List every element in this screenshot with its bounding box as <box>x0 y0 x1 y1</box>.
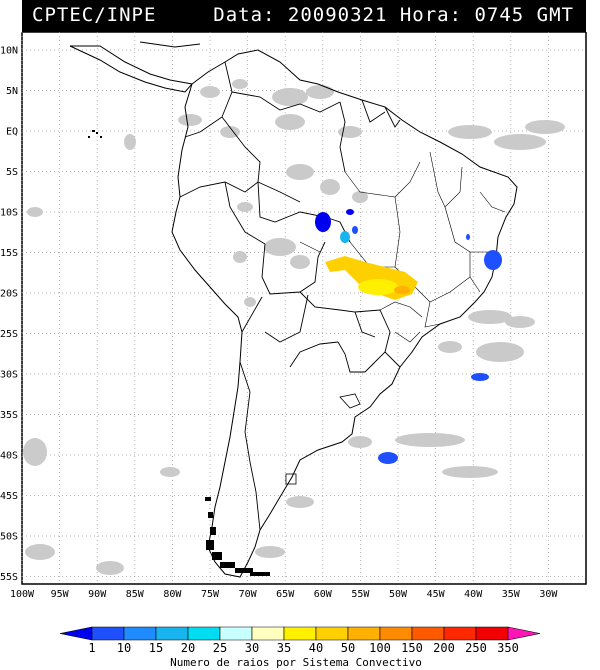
legend-value-label: 15 <box>149 641 163 655</box>
legend-swatch <box>507 626 541 641</box>
legend-title: Numero de raios por Sistema Convectivo <box>170 656 422 669</box>
patagonia-fjords <box>205 497 270 576</box>
lightning-cell-cyan <box>340 231 350 243</box>
lat-tick-label: 45S <box>0 491 18 502</box>
legend-swatch <box>251 626 285 641</box>
legend-value-label: 150 <box>401 641 423 655</box>
legend-swatch <box>347 626 381 641</box>
lon-tick-label: 30W <box>539 589 558 600</box>
legend-value-label: 30 <box>245 641 259 655</box>
map-header: CPTEC/INPE Data: 20090321 Hora: 0745 GMT <box>22 0 586 32</box>
map-title: CPTEC/INPE <box>32 4 157 26</box>
lightning-cell-blue <box>471 373 489 381</box>
legend-value-label: 40 <box>309 641 323 655</box>
legend-value-label: 25 <box>213 641 227 655</box>
cloud-cover <box>23 79 565 575</box>
lon-tick-label: 95W <box>51 589 70 600</box>
legend-value-label: 100 <box>369 641 391 655</box>
lightning-cell-blue <box>378 452 398 464</box>
legend-swatch <box>411 626 445 641</box>
lon-tick-label: 65W <box>276 589 295 600</box>
lat-tick-label: 35S <box>0 410 18 421</box>
lightning-map: 10N5NEQ5S10S15S20S25S30S35S40S45S50S55S … <box>0 32 587 600</box>
lon-tick-label: 75W <box>201 589 220 600</box>
map-datetime: Data: 20090321 Hora: 0745 GMT <box>213 4 574 26</box>
lon-tick-label: 80W <box>163 589 182 600</box>
country-borders <box>179 61 401 531</box>
legend-swatch <box>443 626 477 641</box>
legend-swatch <box>475 626 509 641</box>
lat-tick-label: 30S <box>0 370 18 381</box>
lightning-cell-blue <box>484 250 502 270</box>
state-borders <box>299 151 506 343</box>
legend-value-label: 200 <box>433 641 455 655</box>
legend-value-label: 250 <box>465 641 487 655</box>
lat-tick-label: 5S <box>6 167 18 178</box>
legend-swatch <box>59 626 93 641</box>
latitude-labels: 10N 5N EQ 5S 10S 15S 20S 25S 30S 35S 40S 45S 50S 55S <box>0 46 18 584</box>
legend-swatch <box>283 626 317 641</box>
lon-tick-label: 85W <box>126 589 145 600</box>
lon-tick-label: 90W <box>88 589 107 600</box>
lat-tick-label: 20S <box>0 289 18 300</box>
south-america-outline <box>171 49 518 578</box>
lon-tick-label: 40W <box>464 589 483 600</box>
legend-swatch <box>187 626 221 641</box>
lat-tick-label: 50S <box>0 532 18 543</box>
legend-colorbar <box>59 626 541 641</box>
legend-swatch <box>315 626 349 641</box>
color-legend: 1 10 15 20 25 30 35 40 50 100 150 200 250 350 Numero … <box>59 626 541 669</box>
lat-tick-label: 55S <box>0 572 18 583</box>
lightning-cell-blue <box>315 212 331 232</box>
legend-swatch <box>155 626 189 641</box>
lightning-cell-blue <box>466 234 470 240</box>
lon-tick-label: 35W <box>502 589 521 600</box>
lat-tick-label: 40S <box>0 451 18 462</box>
coastlines <box>69 41 518 578</box>
lightning-cell-orange <box>394 286 410 294</box>
lon-tick-label: 100W <box>10 589 35 600</box>
lightning-cell-blue <box>352 226 358 234</box>
legend-swatch <box>219 626 253 641</box>
legend-value-label: 1 <box>88 641 95 655</box>
lightning-cell-yellow <box>358 279 398 295</box>
legend-value-label: 20 <box>181 641 195 655</box>
lat-tick-label: 25S <box>0 329 18 340</box>
lat-tick-label: EQ <box>6 127 18 138</box>
legend-value-label: 35 <box>277 641 291 655</box>
lightning-systems <box>315 209 502 464</box>
legend-swatch <box>91 626 125 641</box>
caribbean-coast <box>139 41 201 48</box>
longitude-labels: 100W 95W 90W 85W 80W 75W 70W 65W 60W 55W 50W 45W 40W… <box>10 589 558 600</box>
lat-tick-label: 5N <box>6 86 18 97</box>
lon-tick-label: 55W <box>351 589 370 600</box>
lon-tick-label: 60W <box>314 589 333 600</box>
lon-tick-label: 70W <box>239 589 258 600</box>
islands <box>88 130 361 485</box>
lightning-cell-blue <box>346 209 354 215</box>
lat-tick-label: 10N <box>0 46 18 57</box>
lat-tick-label: 10S <box>0 208 18 219</box>
lat-tick-label: 15S <box>0 248 18 259</box>
legend-swatch <box>123 626 157 641</box>
legend-value-label: 350 <box>497 641 519 655</box>
lon-tick-label: 45W <box>427 589 446 600</box>
lon-tick-label: 50W <box>389 589 408 600</box>
legend-tick-labels: 1 10 15 20 25 30 35 40 50 100 150 200 250 350 <box>88 641 518 655</box>
legend-value-label: 50 <box>341 641 355 655</box>
legend-value-label: 10 <box>117 641 131 655</box>
central-america-outline <box>69 45 193 93</box>
legend-swatch <box>379 626 413 641</box>
